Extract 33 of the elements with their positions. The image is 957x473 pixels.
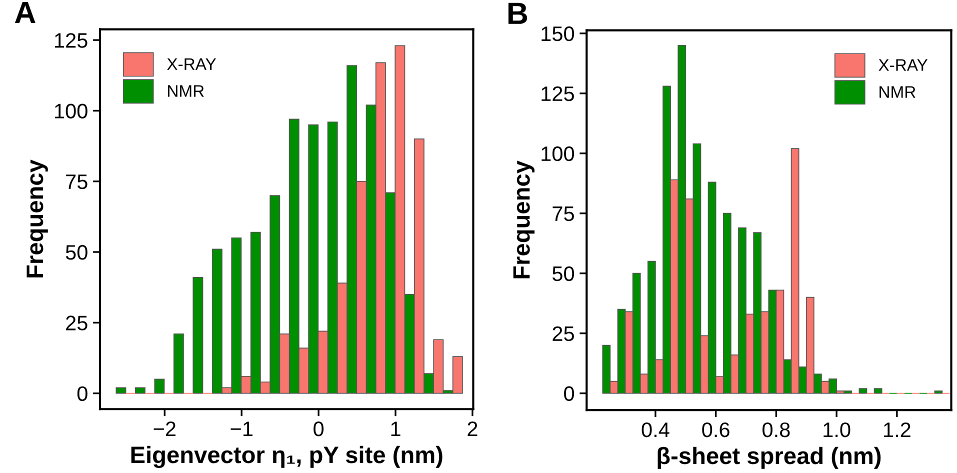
x-axis-title: β-sheet spread (nm): [658, 446, 881, 469]
x-tick-label: 0.8: [762, 422, 790, 438]
x-tick-label: 1.2: [884, 422, 910, 437]
x-tick-label: 2: [468, 422, 478, 436]
x-tick-label: 0.6: [702, 422, 730, 438]
x-axis-title: Eigenvector η₁, pY site (nm): [131, 446, 442, 468]
y-tick-label: 125: [55, 33, 88, 48]
legend-label: X-RAY: [167, 58, 216, 70]
x-tick-label: 0: [314, 422, 324, 436]
y-tick-label: 0: [564, 386, 574, 402]
legend-label: NMR: [880, 86, 916, 98]
y-tick-label: 25: [552, 326, 574, 342]
y-tick-label: 75: [66, 174, 88, 190]
y-tick-label: 50: [66, 245, 88, 260]
x-tick-label: −2: [154, 422, 176, 436]
y-tick-label: 25: [66, 316, 88, 330]
y-axis-title: Frequency: [26, 160, 48, 278]
y-tick-label: 150: [542, 26, 574, 42]
y-axis-title: Frequency: [513, 160, 535, 278]
x-tick-label: 1.0: [824, 422, 850, 438]
y-tick-label: 0: [77, 386, 88, 402]
x-tick-label: 1: [391, 422, 400, 436]
y-tick-label: 100: [542, 146, 574, 162]
y-tick-label: 50: [552, 266, 574, 282]
x-tick-label: −1: [230, 422, 252, 436]
y-tick-label: 75: [552, 206, 574, 222]
chart-title: A: [14, 2, 36, 23]
chart-title: B: [508, 2, 528, 24]
x-tick-label: 0.4: [642, 422, 670, 438]
legend-label: X-RAY: [878, 59, 928, 71]
legend-label: NMR: [168, 85, 204, 97]
y-tick-label: 125: [542, 86, 574, 102]
y-tick-label: 100: [55, 104, 88, 118]
